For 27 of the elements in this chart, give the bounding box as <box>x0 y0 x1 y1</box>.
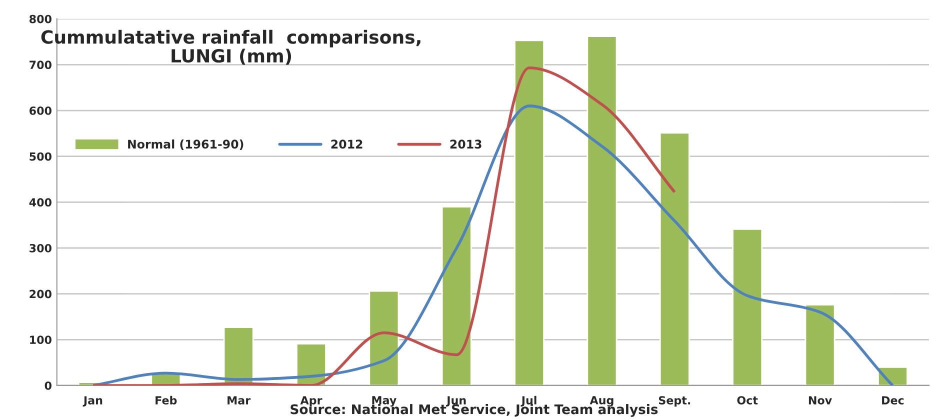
x-tick-label: Mar <box>228 396 251 404</box>
y-tick-label: 600 <box>30 106 52 115</box>
y-tick-label: 500 <box>30 152 52 161</box>
bar <box>441 206 472 386</box>
y-tick-label: 200 <box>30 290 52 298</box>
bar <box>586 36 618 386</box>
x-tick-label: Nov <box>808 396 832 404</box>
bar <box>732 228 763 386</box>
x-tick-label: Sept. <box>658 396 690 407</box>
x-tick-label: Feb <box>156 396 177 404</box>
y-tick-label: 400 <box>29 198 52 207</box>
bar <box>368 290 400 386</box>
y-tick-label: 300 <box>30 244 52 252</box>
x-tick-label: Oct <box>737 396 758 404</box>
y-tick-label: 0 <box>44 381 52 390</box>
bar <box>804 304 836 386</box>
y-tick-label: 100 <box>30 336 52 344</box>
bar <box>659 132 690 386</box>
x-tick-label: Jan <box>82 396 102 407</box>
line-series <box>92 66 676 386</box>
legend-label: 2013 <box>450 140 482 149</box>
y-tick-label: 800 <box>30 14 52 24</box>
legend-label: 2012 <box>331 140 362 149</box>
legend-label: Normal (1961-90) <box>128 139 244 150</box>
y-tick-label: 700 <box>30 60 52 70</box>
bar <box>514 40 545 386</box>
x-tick-label: Dec <box>882 396 904 404</box>
